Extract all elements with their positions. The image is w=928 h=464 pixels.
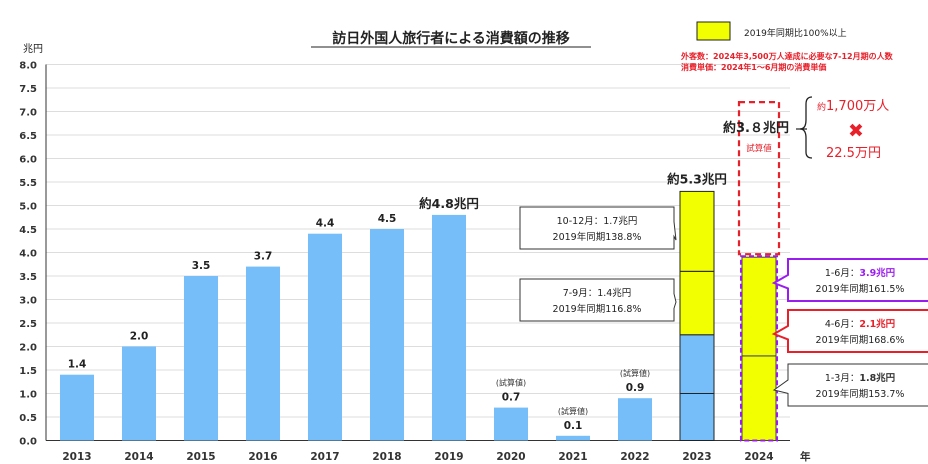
x-tick-label-2014: 2014 <box>124 451 153 463</box>
callout-2024-line1-2: 4-6月：2.1兆円 <box>825 318 895 330</box>
bracket <box>799 96 813 159</box>
y-tick-label: 0.5 <box>19 413 37 424</box>
bar-2024-segment-2 <box>741 256 777 357</box>
y-tick-label: 7.0 <box>19 108 37 119</box>
callout-2023-box-2 <box>519 278 677 322</box>
chart-title: 訪日外国人旅行者による消費額の推移 <box>332 30 570 47</box>
visitors-prefix: 約 <box>817 101 826 113</box>
data-label-2019: 約4.8兆円 <box>419 196 479 211</box>
data-label-2014: 2.0 <box>130 331 149 343</box>
x-tick-label-2017: 2017 <box>310 451 339 463</box>
x-tick-label-2013: 2013 <box>62 451 91 463</box>
y-tick-label: 2.0 <box>19 343 37 354</box>
x-axis-unit: 年 <box>800 450 811 463</box>
data-label-2013: 1.4 <box>68 359 87 371</box>
projection-note: 試算値 <box>746 143 772 154</box>
y-tick-label: 4.0 <box>19 249 37 260</box>
y-tick-label: 4.5 <box>19 225 37 236</box>
y-tick-label: 8.0 <box>19 61 37 72</box>
data-label-2016: 3.7 <box>254 251 273 263</box>
callout-2024-line2-2: 2019年同期168.6% <box>816 334 905 346</box>
legend-note-1: 外客数：2024年3,500万人達成に必要な7-12月期の人数 <box>681 51 894 61</box>
visitors-value: 1,700万人 <box>826 99 889 114</box>
bar-2024-purple-outline <box>740 255 778 442</box>
legend-swatch <box>696 21 731 41</box>
x-tick-label-2023: 2023 <box>682 451 711 463</box>
bar-2015 <box>184 276 218 441</box>
legend-note-2: 消費単価：2024年1～6月期の消費単価 <box>681 62 826 72</box>
y-tick-label: 6.0 <box>19 155 37 166</box>
y-tick-label: 2.5 <box>19 319 37 330</box>
multiply-icon: ✖ <box>848 120 864 142</box>
callout-2024-value-2: 2.1兆円 <box>859 318 895 330</box>
bar-2021 <box>556 435 590 441</box>
y-tick-label: 1.0 <box>19 390 37 401</box>
data-label-2023: 約5.3兆円 <box>667 171 727 186</box>
x-tick-label-2019: 2019 <box>434 451 463 463</box>
y-tick-label: 7.5 <box>19 84 37 95</box>
bar-2023-segment-2 <box>679 334 715 394</box>
x-tick-label-2018: 2018 <box>372 451 401 463</box>
bar-2022 <box>618 398 652 441</box>
callout-2023-line2-2: 2019年同期116.8% <box>553 303 642 315</box>
y-tick-label: 5.5 <box>19 178 37 189</box>
projection-label: 約3.８兆円 <box>723 120 789 136</box>
bar-2014 <box>122 346 156 441</box>
data-label-2021: 0.1 <box>564 420 583 432</box>
callout-2024-prefix-3: 1-3月： <box>825 373 860 384</box>
y-tick-label: 3.5 <box>19 272 37 283</box>
bar-2020 <box>494 407 528 441</box>
callout-2024-line1-3: 1-3月：1.8兆円 <box>825 372 895 384</box>
bar-2017 <box>308 233 342 441</box>
x-tick-label-2020: 2020 <box>496 451 525 463</box>
callout-2024-line2-3: 2019年同期153.7% <box>816 388 905 400</box>
x-tick-label-2016: 2016 <box>248 451 277 463</box>
callout-2024-line2-1: 2019年同期161.5% <box>816 283 905 295</box>
visitors-label: 約1,700万人 <box>817 99 889 114</box>
callout-2024-prefix-2: 4-6月： <box>825 319 860 330</box>
callout-2024-prefix-1: 1-6月： <box>825 268 860 279</box>
callout-2024-box-1 <box>771 258 928 302</box>
bar-2023-segment-3 <box>679 270 715 336</box>
bar-2023-segment-4 <box>679 190 715 272</box>
data-label-2017: 4.4 <box>316 218 335 230</box>
bar-2016 <box>246 266 280 441</box>
data-label-2022: 0.9 <box>626 382 645 394</box>
y-tick-label: 6.5 <box>19 131 37 142</box>
estimate-flag-2020: (試算値) <box>496 378 526 388</box>
bar-2024-segment-1 <box>741 355 777 441</box>
callout-2024-value-3: 1.8兆円 <box>859 372 895 384</box>
bar-2023-segment-1 <box>679 393 715 441</box>
y-tick-label: 3.0 <box>19 296 37 307</box>
y-tick-label: 1.5 <box>19 366 37 377</box>
callout-2024-value-1: 3.9兆円 <box>859 267 895 279</box>
callout-2023-line1-2: 7-9月：1.4兆円 <box>563 288 632 299</box>
data-label-2020: 0.7 <box>502 392 521 404</box>
y-tick-label: 0.0 <box>19 437 37 448</box>
bar-2024-projection-outline <box>737 100 781 256</box>
bar-2013 <box>60 374 94 441</box>
x-tick-label-2021: 2021 <box>558 451 587 463</box>
callout-2024-line1-1: 1-6月：3.9兆円 <box>825 267 895 279</box>
estimate-flag-2021: (試算値) <box>558 406 588 416</box>
callout-2024-box-2 <box>771 309 928 353</box>
estimate-flag-2022: (試算値) <box>620 368 650 378</box>
x-tick-label-2022: 2022 <box>620 451 649 463</box>
data-label-2015: 3.5 <box>192 260 211 272</box>
spend-label: 22.5万円 <box>826 146 881 161</box>
x-tick-label-2024: 2024 <box>744 451 773 463</box>
callout-2023-box-1 <box>519 206 677 250</box>
callout-2024-box-3 <box>772 363 928 407</box>
y-axis-unit: 兆円 <box>23 43 43 55</box>
bar-2019 <box>432 214 466 441</box>
x-tick-label-2015: 2015 <box>186 451 215 463</box>
bar-2018 <box>370 229 404 441</box>
y-tick-label: 5.0 <box>19 202 37 213</box>
callout-2023-line2-1: 2019年同期138.8% <box>553 231 642 243</box>
legend-label: 2019年同期比100%以上 <box>744 27 847 39</box>
callout-2023-line1-1: 10-12月：1.7兆円 <box>557 216 638 227</box>
data-label-2018: 4.5 <box>378 213 397 225</box>
